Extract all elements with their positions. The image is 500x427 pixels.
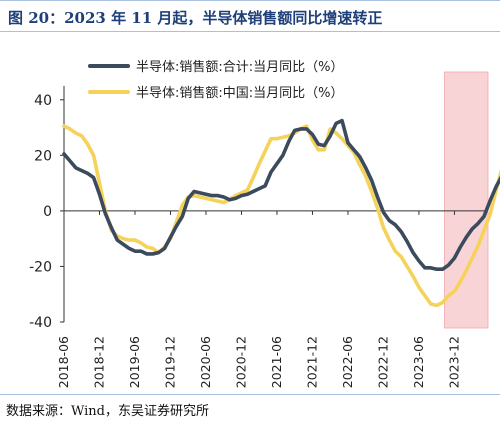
x-tick-label: 2023-06: [411, 336, 426, 388]
x-tick-label: 2018-12: [91, 336, 106, 388]
series-layer: [62, 118, 500, 308]
y-tick-label: 40: [34, 93, 52, 109]
x-tick-label: 2022-06: [340, 336, 355, 388]
y-tick-label: -40: [29, 315, 52, 331]
y-tick-label: 20: [34, 148, 52, 164]
title-bar: 图 20：2023 年 11 月起，半导体销售额同比增速转正: [0, 0, 500, 32]
x-tick-label: 2019-12: [162, 336, 177, 388]
x-tick-label: 2020-12: [233, 336, 248, 388]
line-chart: 40 20 0 -20 -40 2018-06 2018-12 2019-06 2019-12 2…: [29, 59, 500, 388]
x-tick-label: 2019-06: [127, 336, 142, 388]
x-tick-label: 2023-12: [446, 336, 461, 388]
highlight-band: [444, 71, 489, 329]
x-tick-label: 2020-06: [198, 336, 213, 388]
x-tick-label: 2021-12: [304, 336, 319, 388]
x-tick-label: 2022-12: [375, 336, 390, 388]
axis-layer: 40 20 0 -20 -40 2018-06 2018-12 2019-06 2019-12 2…: [29, 85, 486, 388]
legend: 半导体:销售额:合计:当月同比（%） 半导体:销售额:中国:当月同比（%）: [88, 59, 344, 101]
legend-label-total: 半导体:销售额:合计:当月同比（%）: [136, 59, 344, 75]
highlight-band-layer: [444, 71, 489, 329]
divider: [0, 394, 500, 395]
series-line-total: [62, 118, 500, 272]
y-tick-label: -20: [29, 259, 52, 275]
x-tick-label: 2018-06: [56, 336, 71, 388]
source-note: 数据来源：Wind，东吴证券研究所: [6, 404, 209, 419]
legend-label-china: 半导体:销售额:中国:当月同比（%）: [136, 85, 344, 101]
x-tick-label: 2021-06: [269, 336, 284, 388]
y-tick-label: 0: [43, 204, 52, 220]
page-title: 图 20：2023 年 11 月起，半导体销售额同比增速转正: [8, 9, 383, 27]
